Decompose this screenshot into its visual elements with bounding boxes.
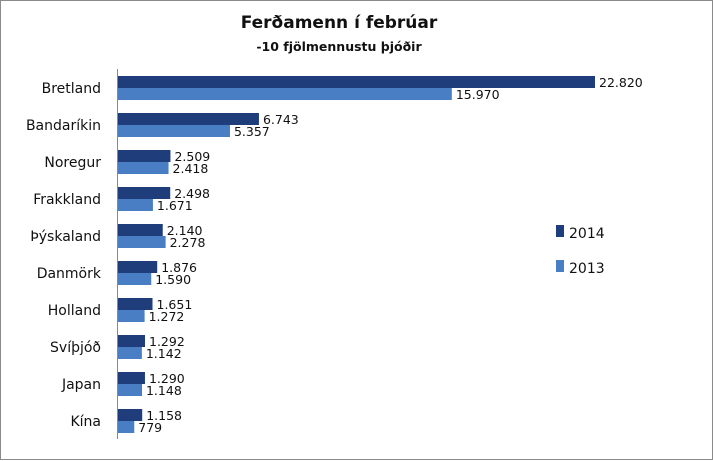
legend-label: 2013 (569, 261, 605, 277)
category-label: Þýskaland (30, 229, 101, 245)
legend-label: 2014 (569, 226, 605, 242)
data-label-2013: 779 (138, 420, 162, 435)
data-label-2014: 1.876 (161, 260, 197, 275)
data-label-2013: 5.357 (234, 124, 270, 139)
bar-2014 (118, 150, 171, 162)
bar-2013 (118, 384, 142, 396)
bar-2013 (118, 162, 169, 174)
data-label-2014: 6.743 (263, 112, 299, 127)
category-label: Svíþjóð (50, 340, 101, 356)
data-label-2014: 2.498 (174, 186, 210, 201)
data-label-2013: 1.142 (146, 346, 182, 361)
data-label-2013: 1.272 (149, 309, 185, 324)
data-label-2013: 1.590 (155, 272, 191, 287)
bars-group: Bretland 22.820 15.970 Bandaríkin 6.7435.357… (26, 75, 643, 435)
bar-2013 (118, 310, 145, 322)
category-label: Noregur (44, 155, 101, 171)
category-label: Bandaríkin (26, 118, 101, 134)
bar-2014 (118, 76, 595, 88)
data-label-2014: 1.292 (149, 334, 185, 349)
data-label-2014: 1.651 (157, 297, 193, 312)
bar-2013 (118, 347, 142, 359)
bar-2014 (118, 335, 146, 347)
bar-2013 (118, 199, 153, 211)
category-label: Japan (61, 377, 101, 393)
data-label-2014: 1.158 (146, 408, 182, 423)
chart-title: Ferðamenn í febrúar (241, 13, 438, 33)
category-label: Kína (70, 414, 101, 430)
data-label-2014: 1.290 (149, 371, 185, 386)
data-label-2013: 2.278 (170, 235, 206, 250)
bar-2013 (118, 421, 135, 433)
category-label: Holland (48, 303, 101, 319)
data-label-2013: 2.418 (173, 161, 209, 176)
bar-2014 (118, 113, 259, 125)
legend-swatch-2013 (556, 260, 564, 272)
bar-2014 (118, 298, 153, 310)
bar-2014 (118, 372, 145, 384)
bar-2013 (118, 88, 452, 100)
data-label-2013: 1.148 (146, 383, 182, 398)
data-label-2013: 1.671 (157, 198, 193, 213)
bar-2013 (118, 273, 152, 285)
bar-2014 (118, 187, 171, 199)
bar-2013 (118, 125, 230, 137)
data-label-2013: 15.970 (456, 87, 500, 102)
bar-2014 (118, 224, 163, 236)
data-label-2014: 2.140 (167, 223, 203, 238)
legend: 2014 2013 (556, 225, 605, 277)
chart-subtitle: -10 fjölmennustu þjóðir (256, 39, 422, 54)
category-label: Bretland (42, 81, 101, 97)
data-label-2014: 2.509 (174, 149, 210, 164)
category-label: Danmörk (37, 266, 102, 282)
category-label: Frakkland (33, 192, 101, 208)
data-label-2014: 22.820 (599, 75, 643, 90)
bar-2014 (118, 261, 158, 273)
bar-2013 (118, 236, 166, 248)
bar-2014 (118, 409, 143, 421)
legend-swatch-2014 (556, 225, 564, 237)
